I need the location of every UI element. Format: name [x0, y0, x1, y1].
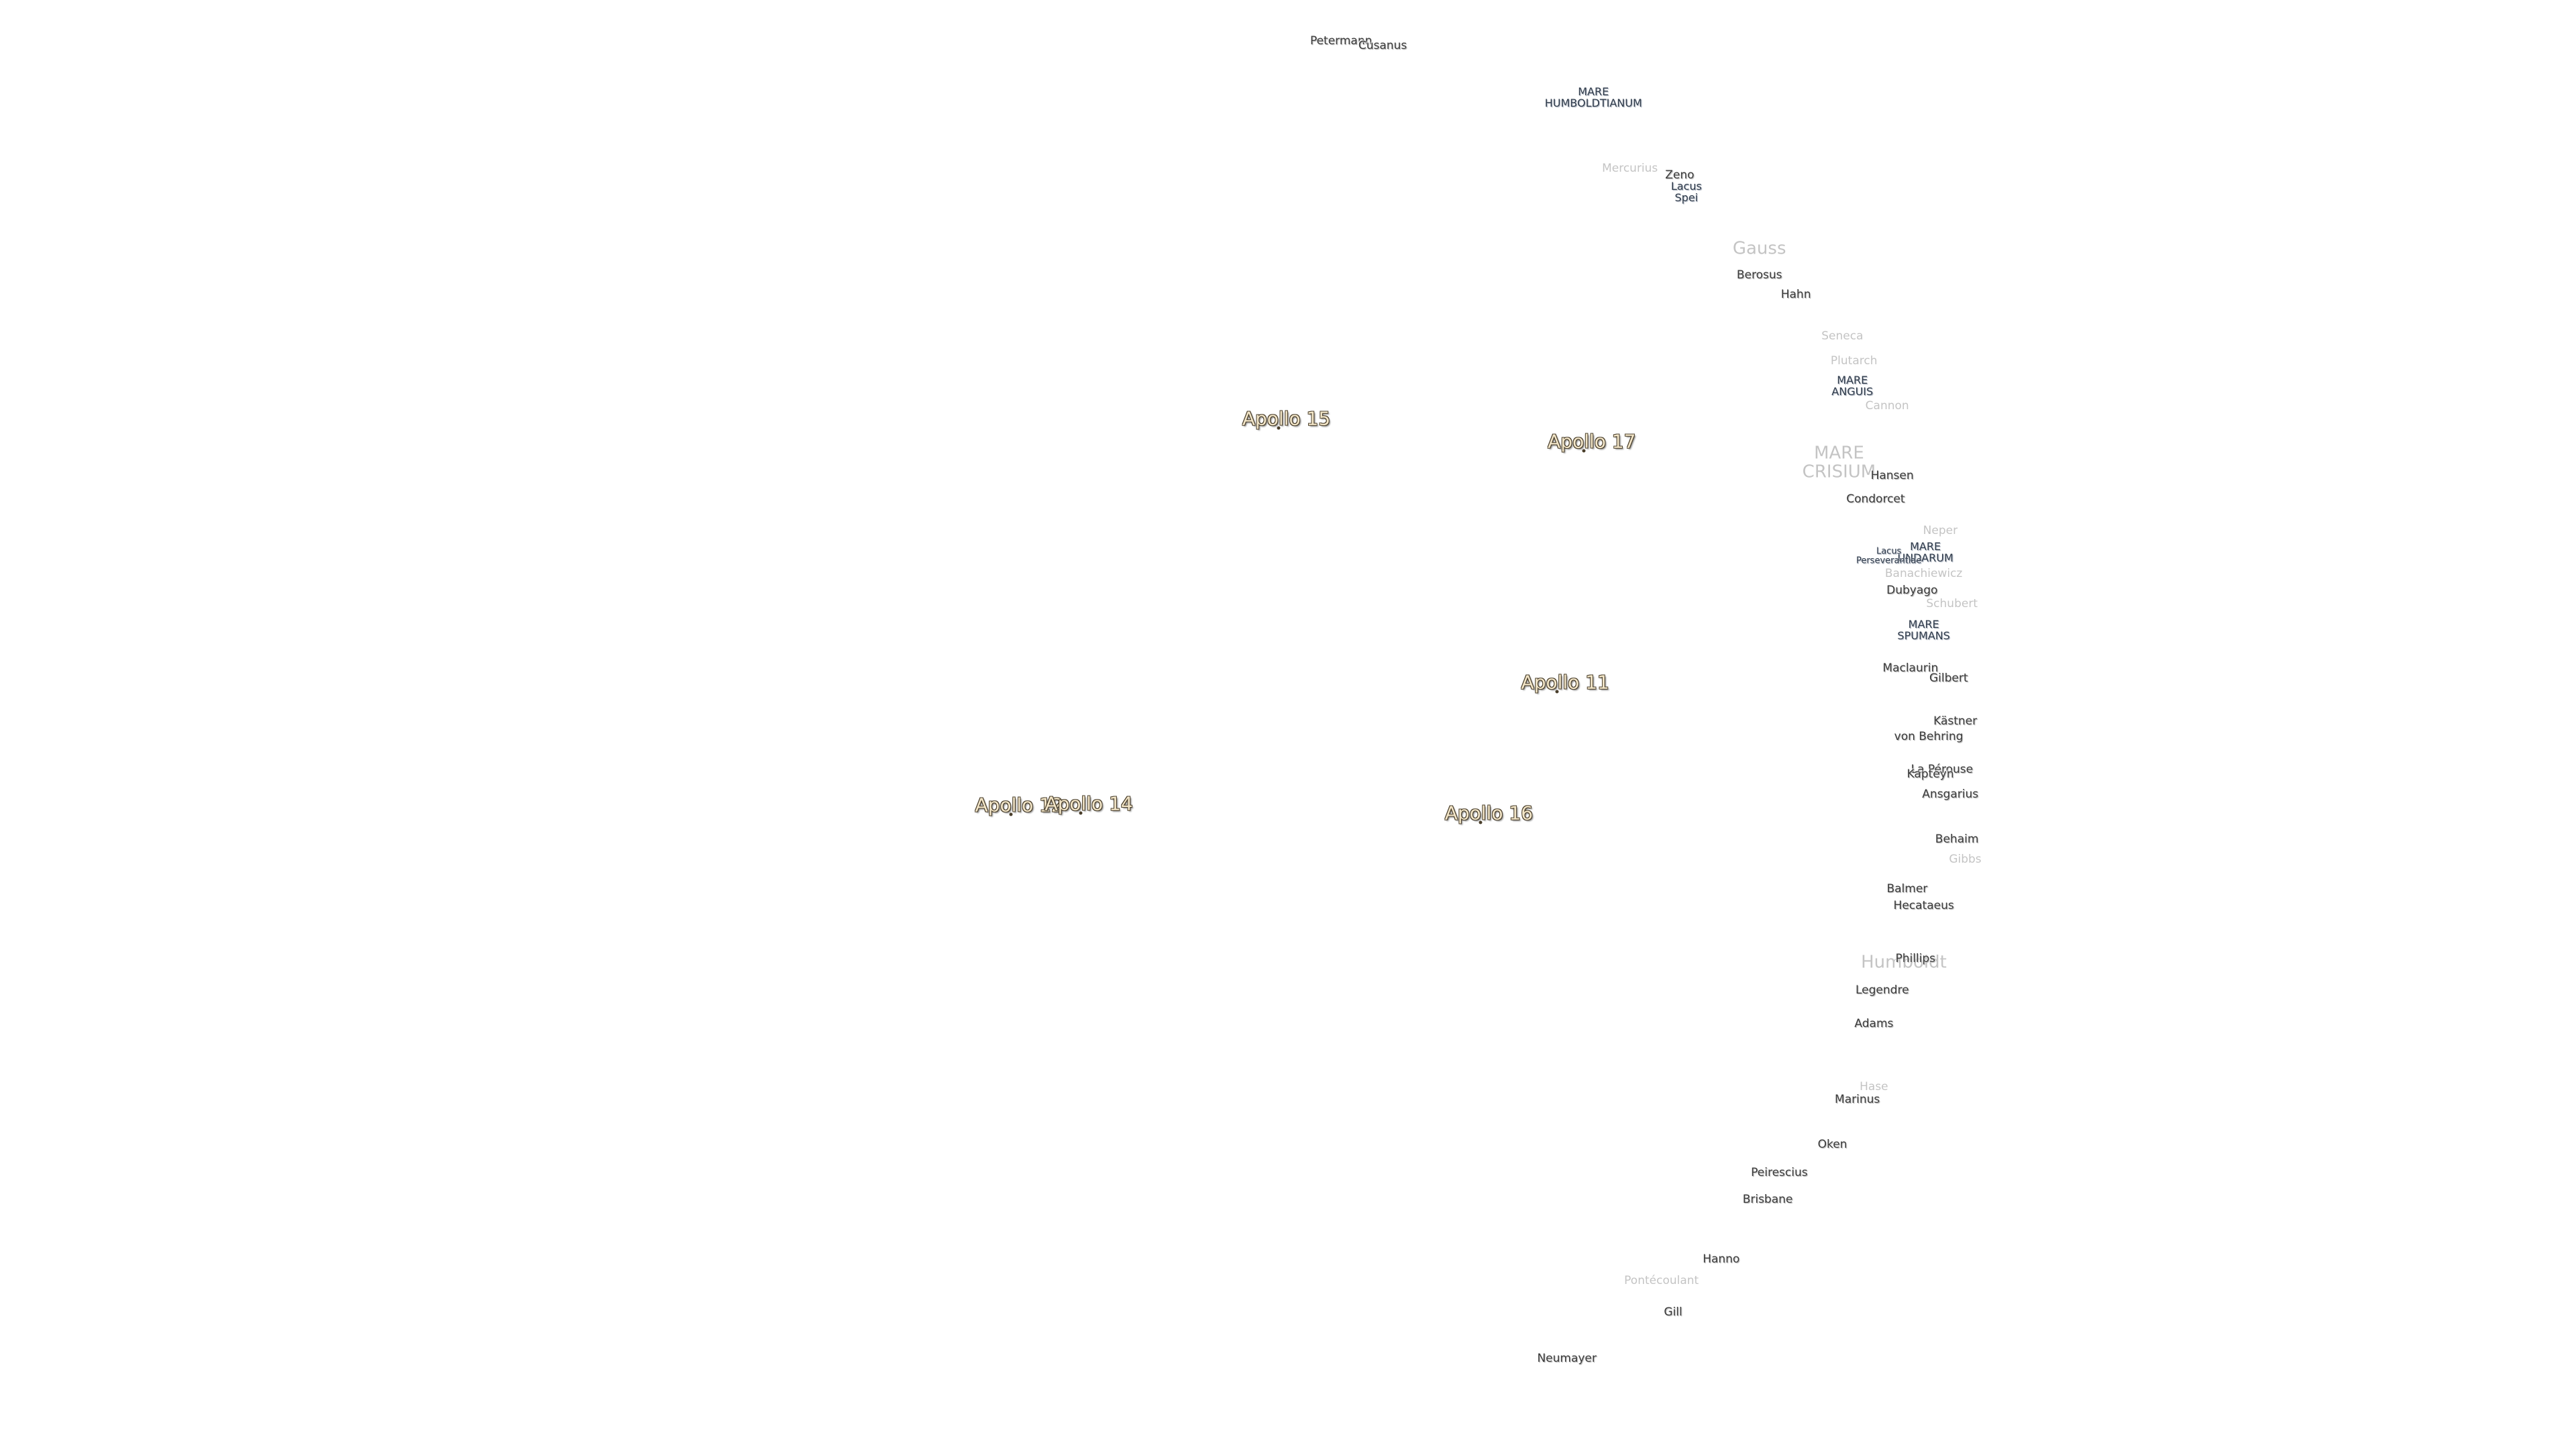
crater-label: Mercurius: [1602, 162, 1658, 176]
crater-label: Pontécoulant: [1624, 1274, 1699, 1288]
landing-site-marker: [1079, 811, 1083, 815]
crater-label: Brisbane: [1742, 1192, 1793, 1206]
crater-label: Cusanus: [1358, 39, 1407, 53]
crater-label: Hecataeus: [1893, 899, 1954, 912]
crater-label: Gauss: [1732, 238, 1786, 259]
crater-label: Berosus: [1736, 268, 1782, 282]
crater-label: Maclaurin: [1882, 661, 1939, 676]
crater-label: Hansen: [1870, 469, 1914, 483]
crater-label: La Pérouse: [1911, 763, 1974, 777]
crater-label: Oken: [1817, 1138, 1847, 1152]
mare-label: MARE SPUMANS: [1897, 618, 1950, 643]
crater-label: Zeno: [1665, 168, 1695, 182]
crater-label: Neumayer: [1537, 1352, 1597, 1366]
crater-label: Hase: [1860, 1079, 1888, 1093]
crater-label: Peirescius: [1751, 1166, 1808, 1180]
mission-label: Apollo 12: [975, 794, 1063, 816]
crater-label: Marinus: [1835, 1093, 1880, 1107]
mare-label: MARE UNDARUM: [1897, 540, 1953, 564]
crater-label: Cannon: [1865, 399, 1909, 413]
crater-label: von Behring: [1894, 729, 1964, 743]
landing-site-marker: [1555, 690, 1559, 694]
mission-label: Apollo 16: [1444, 802, 1534, 824]
crater-label: Legendre: [1856, 983, 1909, 998]
mission-label: Apollo 17: [1548, 430, 1636, 453]
mare-label: MARE HUMBOLDTIANUM: [1544, 85, 1642, 109]
crater-label: Phillips: [1895, 952, 1936, 966]
crater-label: Petermann: [1309, 34, 1373, 48]
crater-label: Gilbert: [1929, 672, 1968, 686]
crater-label: Humboldt: [1861, 952, 1947, 973]
crater-label: Gill: [1664, 1305, 1682, 1320]
crater-label: Hahn: [1780, 288, 1811, 302]
mission-label: Apollo 11: [1521, 671, 1609, 694]
crater-label: Schubert: [1926, 596, 1978, 610]
crater-label: Ansgarius: [1922, 788, 1979, 802]
crater-label: Plutarch: [1830, 354, 1878, 368]
mare-label: Lacus Perseverantiae: [1856, 546, 1922, 566]
crater-label: Balmer: [1886, 882, 1928, 896]
mission-label: Apollo 14: [1044, 792, 1133, 814]
crater-label: Seneca: [1821, 329, 1864, 343]
crater-label: Behaim: [1935, 833, 1979, 847]
mission-label: Apollo 15: [1242, 407, 1331, 429]
crater-label: Hanno: [1703, 1252, 1740, 1267]
crater-label: Kästner: [1933, 714, 1978, 729]
crater-label: Banachiewicz: [1884, 567, 1963, 581]
crater-label: Gibbs: [1949, 852, 1982, 866]
crater-label: Adams: [1854, 1016, 1894, 1030]
crater-label: Kapteyn: [1907, 767, 1954, 782]
landing-site-marker: [1277, 426, 1281, 429]
crater-label: Neper: [1923, 523, 1958, 537]
mare-label: MARE CRISIUM: [1802, 443, 1876, 482]
mare-label: MARE ANGUIS: [1831, 374, 1874, 398]
landing-site-marker: [1582, 449, 1586, 453]
mare-label: Lacus Spei: [1670, 180, 1702, 204]
landing-site-marker: [1009, 812, 1013, 816]
crater-label: Condorcet: [1846, 492, 1905, 506]
crater-label: Dubyago: [1886, 583, 1938, 597]
landing-site-marker: [1479, 820, 1483, 824]
